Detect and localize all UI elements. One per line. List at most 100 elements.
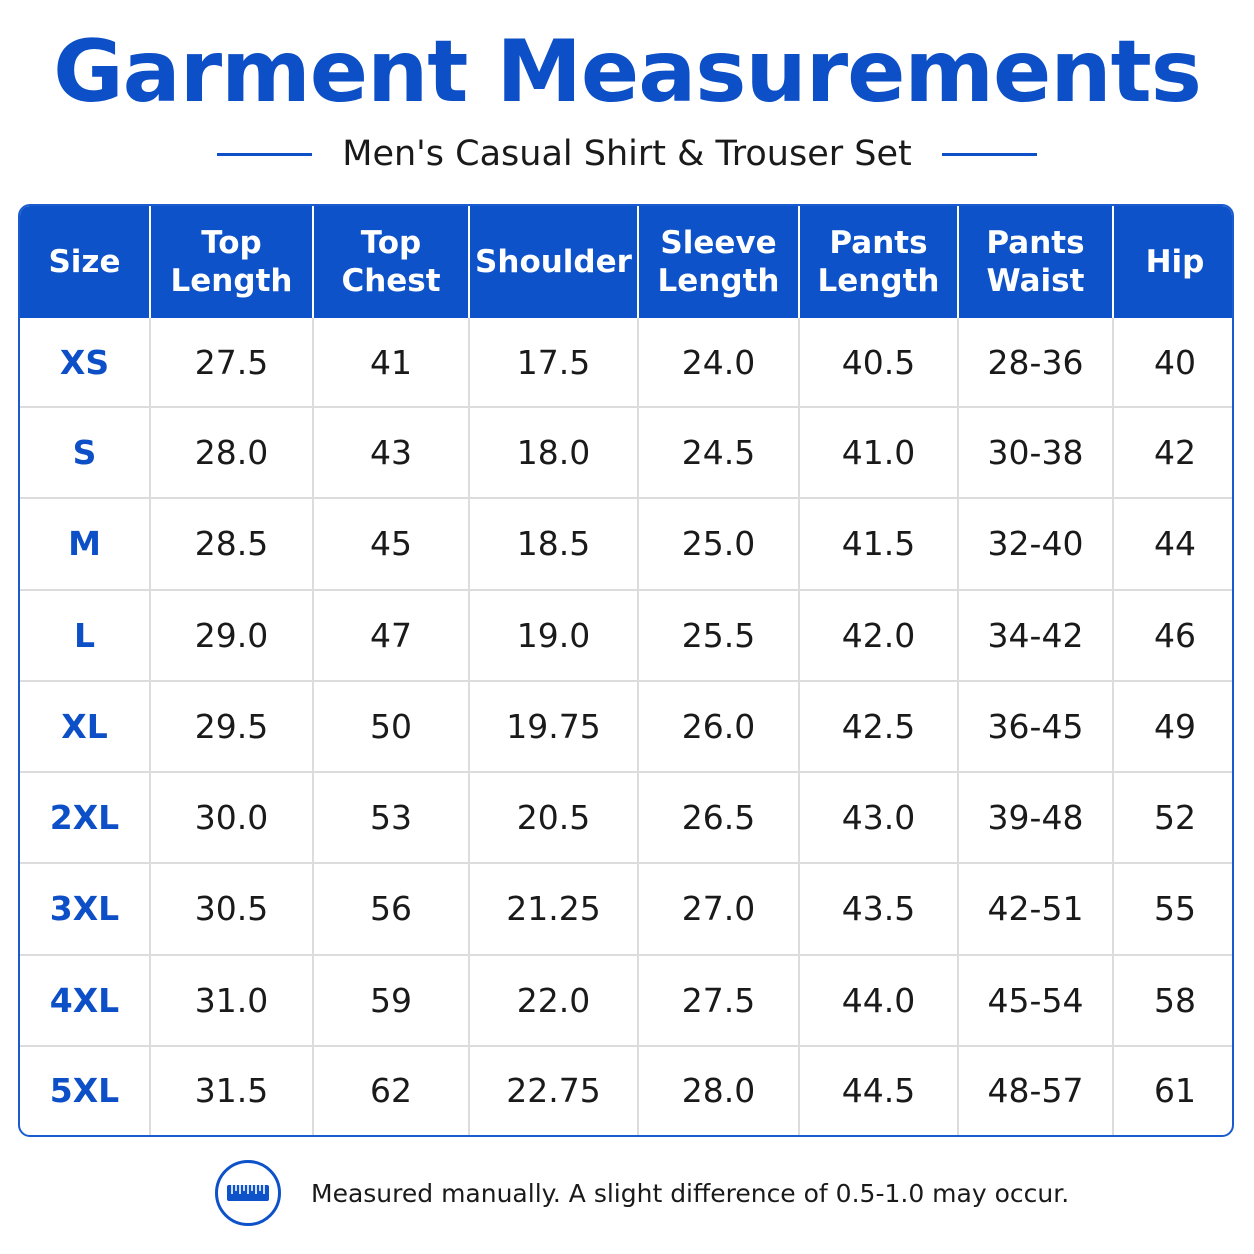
cell-hip: 46 bbox=[1113, 588, 1232, 681]
column-header-line: Sleeve bbox=[660, 225, 777, 261]
column-header-line: Pants bbox=[829, 225, 928, 261]
cell-pants-waist: 39-48 bbox=[958, 771, 1114, 864]
column-header-line: Size bbox=[48, 244, 121, 280]
table-row: 2XL 30.0 53 20.5 26.5 43.0 39-48 52 bbox=[20, 771, 1232, 864]
subtitle-divider-left bbox=[217, 152, 313, 156]
cell-top-length: 29.0 bbox=[150, 588, 314, 681]
cell-pants-length: 40.5 bbox=[799, 318, 959, 408]
cell-shoulder: 22.75 bbox=[469, 1044, 639, 1135]
column-header-pants-waist: Pants Waist bbox=[958, 206, 1114, 318]
size-label: L bbox=[20, 588, 151, 681]
column-header-line: Shoulder bbox=[475, 244, 632, 280]
cell-top-chest: 41 bbox=[313, 318, 470, 408]
cell-top-length: 28.5 bbox=[150, 497, 314, 590]
size-label: 5XL bbox=[20, 1044, 151, 1135]
column-header-line: Chest bbox=[341, 263, 441, 299]
cell-pants-length: 43.0 bbox=[799, 771, 959, 864]
cell-sleeve-length: 24.0 bbox=[638, 318, 800, 408]
cell-pants-waist: 32-40 bbox=[958, 497, 1114, 590]
cell-pants-length: 44.0 bbox=[799, 953, 959, 1046]
column-header-shoulder: Shoulder bbox=[469, 206, 639, 318]
table-header-row: Size Top Length Top Chest Shoulder Sleeve Lengt… bbox=[20, 206, 1232, 318]
cell-pants-waist: 45-54 bbox=[958, 953, 1114, 1046]
cell-top-length: 30.0 bbox=[150, 771, 314, 864]
cell-top-chest: 53 bbox=[313, 771, 470, 864]
column-header-size: Size bbox=[20, 206, 151, 318]
size-label: 2XL bbox=[20, 771, 151, 864]
table-row: XS 27.5 41 17.5 24.0 40.5 28-36 40 bbox=[20, 318, 1232, 408]
cell-top-length: 27.5 bbox=[150, 318, 314, 408]
table-row: L 29.0 47 19.0 25.5 42.0 34-42 46 bbox=[20, 588, 1232, 681]
cell-top-length: 31.5 bbox=[150, 1044, 314, 1135]
cell-hip: 61 bbox=[1113, 1044, 1232, 1135]
size-label: XS bbox=[20, 318, 151, 408]
cell-hip: 44 bbox=[1113, 497, 1232, 590]
cell-shoulder: 18.5 bbox=[469, 497, 639, 590]
page-title: Garment Measurements bbox=[53, 22, 1202, 122]
cell-shoulder: 19.0 bbox=[469, 588, 639, 681]
cell-pants-length: 41.0 bbox=[799, 406, 959, 499]
cell-pants-length: 41.5 bbox=[799, 497, 959, 590]
table-row: M 28.5 45 18.5 25.0 41.5 32-40 44 bbox=[20, 497, 1232, 590]
table-row: 3XL 30.5 56 21.25 27.0 43.5 42-51 55 bbox=[20, 862, 1232, 955]
subtitle-row: Men's Casual Shirt & Trouser Set bbox=[0, 130, 1254, 178]
cell-top-length: 30.5 bbox=[150, 862, 314, 955]
column-header-line: Top bbox=[201, 225, 262, 261]
table-row: XL 29.5 50 19.75 26.0 42.5 36-45 49 bbox=[20, 679, 1232, 773]
footer-note-row: Measured manually. A slight difference o… bbox=[215, 1158, 1069, 1228]
cell-hip: 52 bbox=[1113, 771, 1232, 864]
size-label: 3XL bbox=[20, 862, 151, 955]
cell-hip: 58 bbox=[1113, 953, 1232, 1046]
column-header-line: Length bbox=[170, 263, 293, 299]
subtitle: Men's Casual Shirt & Trouser Set bbox=[342, 134, 912, 174]
table-row: S 28.0 43 18.0 24.5 41.0 30-38 42 bbox=[20, 406, 1232, 499]
column-header-line: Top bbox=[360, 225, 422, 261]
cell-top-chest: 47 bbox=[313, 588, 470, 681]
cell-hip: 55 bbox=[1113, 862, 1232, 955]
column-header-line: Length bbox=[657, 263, 780, 299]
cell-shoulder: 22.0 bbox=[469, 953, 639, 1046]
cell-pants-waist: 34-42 bbox=[958, 588, 1114, 681]
size-label: M bbox=[20, 497, 151, 590]
cell-sleeve-length: 27.0 bbox=[638, 862, 800, 955]
cell-sleeve-length: 25.5 bbox=[638, 588, 800, 681]
column-header-hip: Hip bbox=[1113, 206, 1232, 318]
column-header-line: Pants bbox=[986, 225, 1085, 261]
cell-hip: 42 bbox=[1113, 406, 1232, 499]
cell-pants-waist: 48-57 bbox=[958, 1044, 1114, 1135]
cell-shoulder: 17.5 bbox=[469, 318, 639, 408]
cell-hip: 49 bbox=[1113, 679, 1232, 773]
table-row: 5XL 31.5 62 22.75 28.0 44.5 48-57 61 bbox=[20, 1044, 1232, 1135]
measurement-table-container: Size Top Length Top Chest Shoulder Sleeve Lengt… bbox=[18, 204, 1234, 1137]
cell-top-length: 31.0 bbox=[150, 953, 314, 1046]
table-row: 4XL 31.0 59 22.0 27.5 44.0 45-54 58 bbox=[20, 953, 1232, 1046]
cell-pants-waist: 42-51 bbox=[958, 862, 1114, 955]
subtitle-divider-right bbox=[941, 152, 1037, 156]
cell-pants-waist: 30-38 bbox=[958, 406, 1114, 499]
cell-top-chest: 50 bbox=[313, 679, 470, 773]
cell-top-length: 29.5 bbox=[150, 679, 314, 773]
cell-top-chest: 43 bbox=[313, 406, 470, 499]
cell-sleeve-length: 28.0 bbox=[638, 1044, 800, 1135]
cell-sleeve-length: 27.5 bbox=[638, 953, 800, 1046]
cell-shoulder: 20.5 bbox=[469, 771, 639, 864]
cell-shoulder: 18.0 bbox=[469, 406, 639, 499]
cell-sleeve-length: 24.5 bbox=[638, 406, 800, 499]
cell-sleeve-length: 26.0 bbox=[638, 679, 800, 773]
cell-pants-waist: 28-36 bbox=[958, 318, 1114, 408]
cell-sleeve-length: 26.5 bbox=[638, 771, 800, 864]
cell-top-chest: 59 bbox=[313, 953, 470, 1046]
cell-sleeve-length: 25.0 bbox=[638, 497, 800, 590]
column-header-sleeve-length: Sleeve Length bbox=[638, 206, 800, 318]
cell-top-length: 28.0 bbox=[150, 406, 314, 499]
column-header-pants-length: Pants Length bbox=[799, 206, 959, 318]
size-label: XL bbox=[20, 679, 151, 773]
footer-note: Measured manually. A slight difference o… bbox=[311, 1178, 1070, 1208]
cell-pants-waist: 36-45 bbox=[958, 679, 1114, 773]
cell-shoulder: 19.75 bbox=[469, 679, 639, 773]
table-body: XS 27.5 41 17.5 24.0 40.5 28-36 40 S 28.0 43 18.0 24… bbox=[20, 318, 1232, 1135]
cell-hip: 40 bbox=[1154, 342, 1196, 382]
cell-pants-length: 42.0 bbox=[799, 588, 959, 681]
ruler-icon bbox=[215, 1160, 281, 1226]
size-label: 4XL bbox=[20, 953, 151, 1046]
